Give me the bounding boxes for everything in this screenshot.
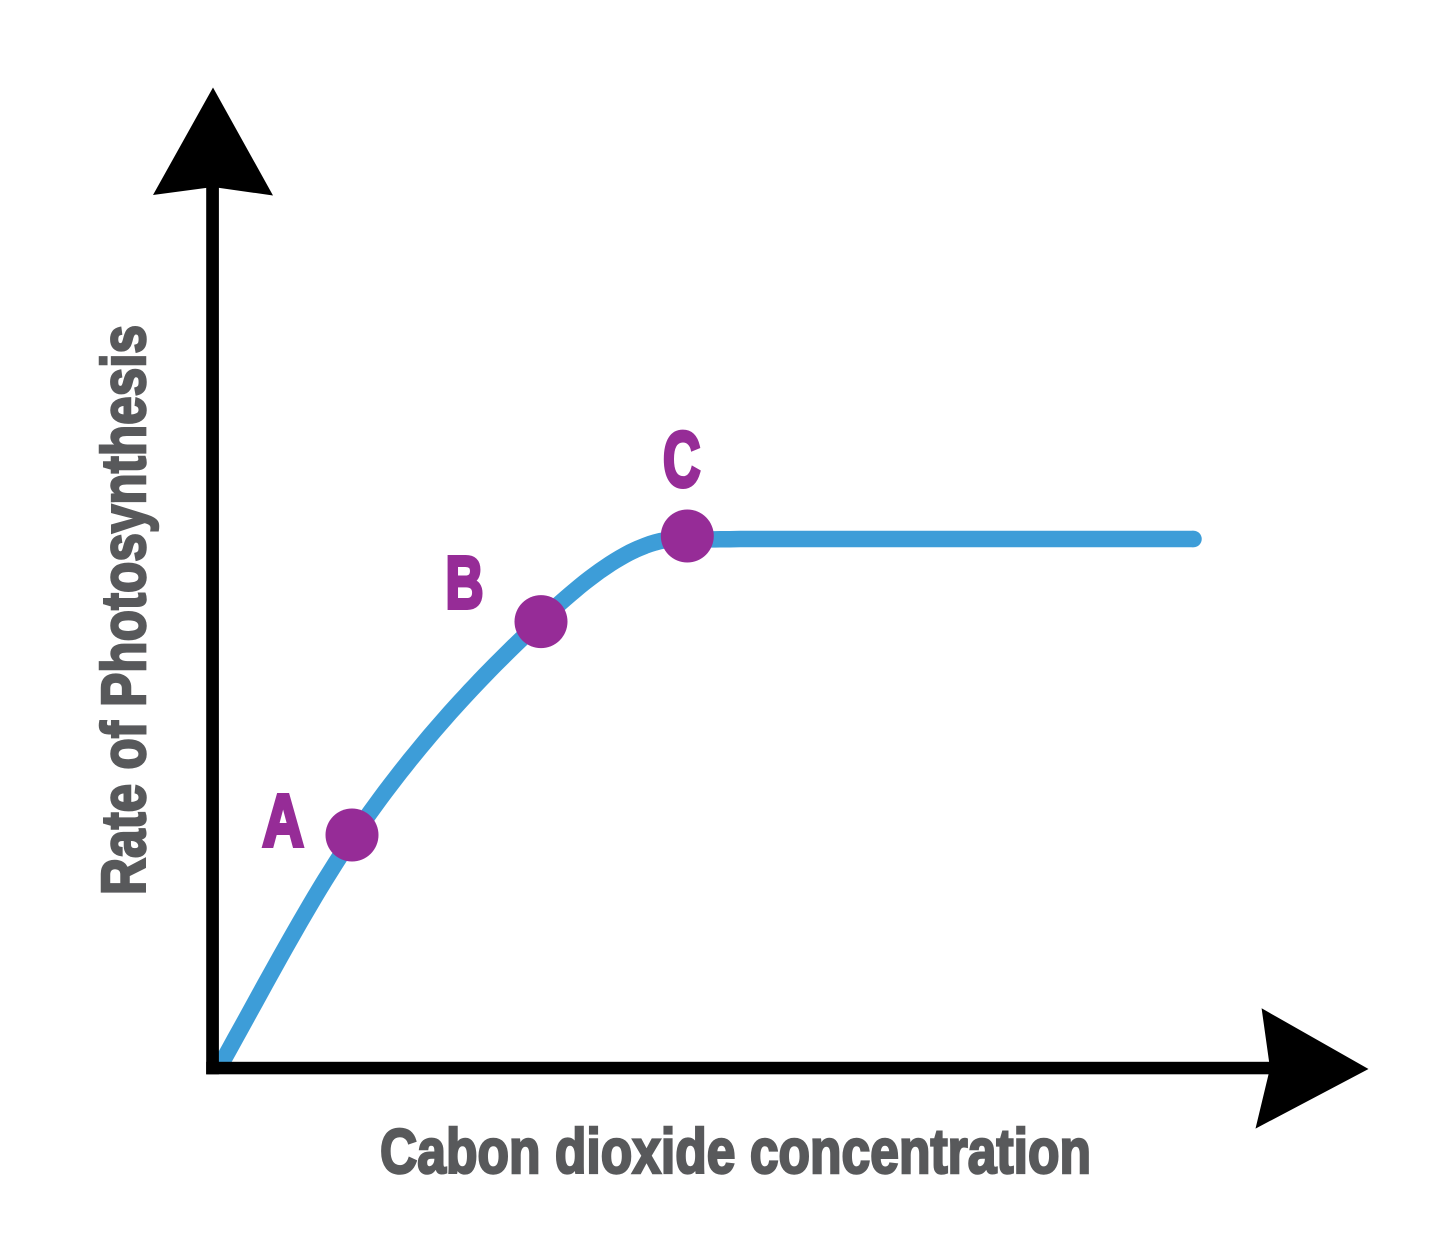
svg-text:Rate of Photosynthesis: Rate of Photosynthesis [90, 325, 159, 895]
svg-text:C: C [663, 415, 701, 503]
svg-text:Cabon dioxide concentration: Cabon dioxide concentration [380, 1117, 1091, 1187]
svg-text:B: B [446, 541, 484, 624]
svg-text:A: A [262, 779, 304, 862]
